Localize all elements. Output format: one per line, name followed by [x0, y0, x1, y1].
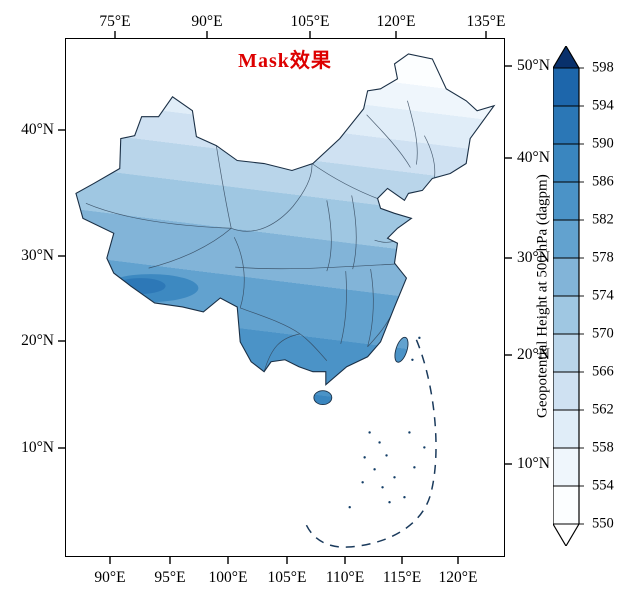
- colorbar-over-arrow: [553, 46, 579, 68]
- colorbar-tick-label: 594: [592, 97, 614, 114]
- lat-label-right: 30°N: [517, 249, 550, 266]
- lon-label-top: 135°E: [466, 13, 506, 30]
- china-map-svg: [75, 53, 496, 548]
- lon-label-bottom: 110°E: [325, 569, 365, 586]
- nine-dash-line: [305, 339, 437, 548]
- hainan-island: [313, 390, 333, 406]
- colorbar-tick-label: 562: [592, 401, 614, 418]
- lon-label-bottom: 100°E: [208, 569, 248, 586]
- lon-label-top: 105°E: [290, 13, 330, 30]
- colorbar-outline: [553, 46, 580, 546]
- colorbar-tick-label: 582: [592, 211, 614, 228]
- colorbar-tick-label: 578: [592, 249, 614, 266]
- lat-label-right: 40°N: [517, 149, 550, 166]
- colorbar-tick-label: 586: [592, 173, 614, 190]
- china-outline: [75, 53, 496, 386]
- lon-label-top: 90°E: [191, 13, 223, 30]
- colorbar-tick-label: 574: [592, 287, 614, 304]
- lon-label-bottom: 90°E: [94, 569, 126, 586]
- taiwan-island: [394, 336, 409, 363]
- colorbar-tick-label: 554: [592, 477, 614, 494]
- south-china-sea-islands: [348, 336, 426, 509]
- colorbar-tick-label: 598: [592, 59, 614, 76]
- colorbar-bands: [553, 68, 579, 525]
- colorbar-tick-label: 558: [592, 439, 614, 456]
- lon-label-bottom: 120°E: [438, 569, 478, 586]
- masked-height-field: [75, 53, 495, 405]
- colorbar-labels: 598 594 590 586 582 578 574 570 566 562 558 554 550: [592, 0, 632, 600]
- lat-label-left: 10°N: [21, 439, 54, 456]
- colorbar-tick-marks: [553, 67, 584, 525]
- lat-label-left: 30°N: [21, 247, 54, 264]
- colorbar-tick-label: 550: [592, 515, 614, 532]
- lon-label-bottom: 115°E: [382, 569, 422, 586]
- lat-label-right: 50°N: [517, 57, 550, 74]
- colorbar-under-arrow: [553, 524, 579, 546]
- lon-label-top: 75°E: [99, 13, 131, 30]
- plot-title: Mask效果: [238, 50, 332, 72]
- province-borders: [85, 100, 436, 372]
- colorbar-title: Geopotential Height at 500 hPa (dagpm): [534, 174, 551, 418]
- colorbar-tick-label: 566: [592, 363, 614, 380]
- lat-label-left: 40°N: [21, 121, 54, 138]
- colorbar-svg: [553, 46, 584, 546]
- lat-label-right: 20°N: [517, 346, 550, 363]
- map-plot-area: [65, 38, 505, 557]
- colorbar-tick-label: 570: [592, 325, 614, 342]
- lat-label-left: 20°N: [21, 332, 54, 349]
- lon-label-bottom: 105°E: [267, 569, 307, 586]
- colorbar-tick-label: 590: [592, 135, 614, 152]
- lon-label-top: 120°E: [376, 13, 416, 30]
- lon-label-bottom: 95°E: [154, 569, 186, 586]
- lat-label-right: 10°N: [517, 455, 550, 472]
